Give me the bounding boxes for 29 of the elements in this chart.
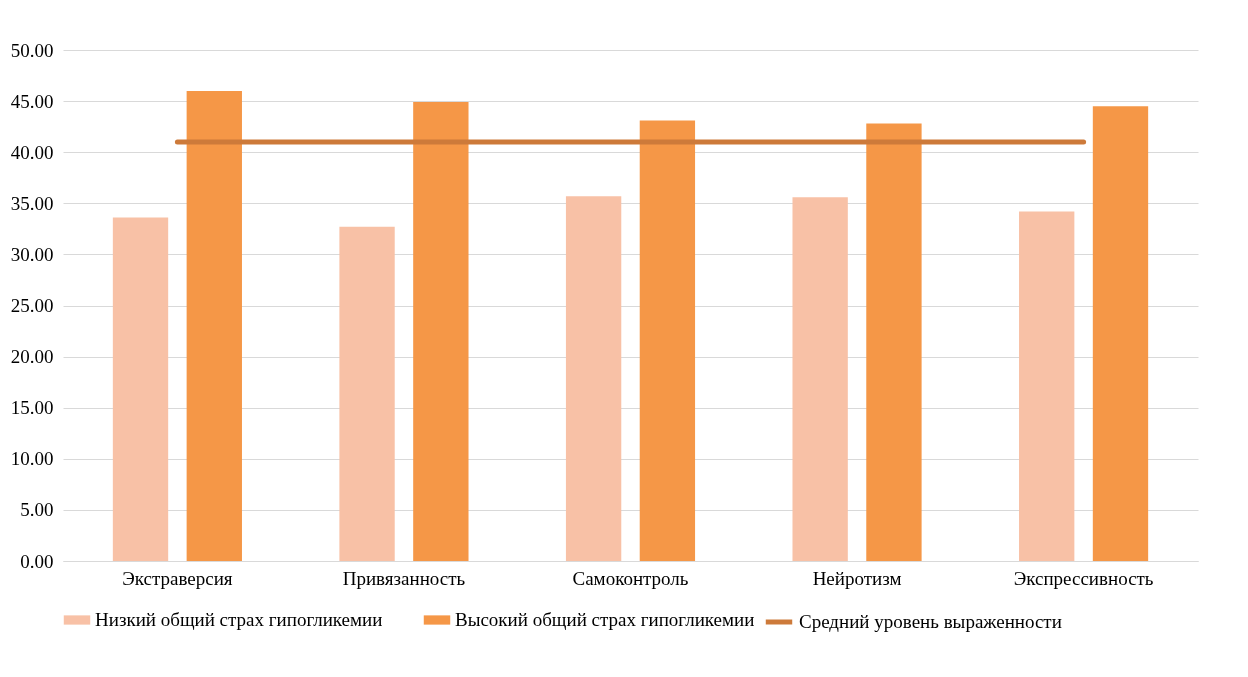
y-tick-label: 10.00: [10, 448, 54, 470]
y-tick-label: 30.00: [10, 243, 54, 265]
x-tick-label: Самоконтроль: [572, 567, 689, 589]
x-tick-label: Привязанность: [342, 567, 466, 589]
bar: [866, 123, 922, 561]
bar: [565, 196, 622, 561]
legend-label: Средний уровень выраженности: [799, 611, 1062, 632]
y-tick-label: 5.00: [20, 499, 54, 521]
bar: [339, 226, 395, 561]
y-tick-label: 40.00: [10, 141, 54, 163]
legend-label: Высокий общий страх гипогликемии: [455, 609, 755, 630]
y-tick-label: 25.00: [10, 295, 54, 316]
bar: [1092, 106, 1149, 561]
bar: [413, 102, 469, 561]
bar: [186, 90, 242, 561]
y-tick-label: 20.00: [10, 346, 54, 368]
y-tick-label: 15.00: [10, 397, 54, 419]
y-tick-label: 45.00: [10, 90, 54, 112]
y-tick-label: 35.00: [10, 192, 54, 214]
x-tick-label: Экстраверсия: [122, 567, 233, 589]
x-tick-label: Экспрессивность: [1013, 567, 1154, 589]
y-tick-label: 0.00: [20, 550, 54, 572]
y-tick-label: 50.00: [10, 39, 54, 61]
bar: [1019, 211, 1075, 561]
legend-label: Низкий общий страх гипогликемии: [95, 609, 383, 630]
bar: [639, 120, 696, 561]
bar: [112, 217, 169, 561]
x-tick-label: Нейротизм: [812, 567, 902, 589]
bar: [792, 197, 848, 561]
